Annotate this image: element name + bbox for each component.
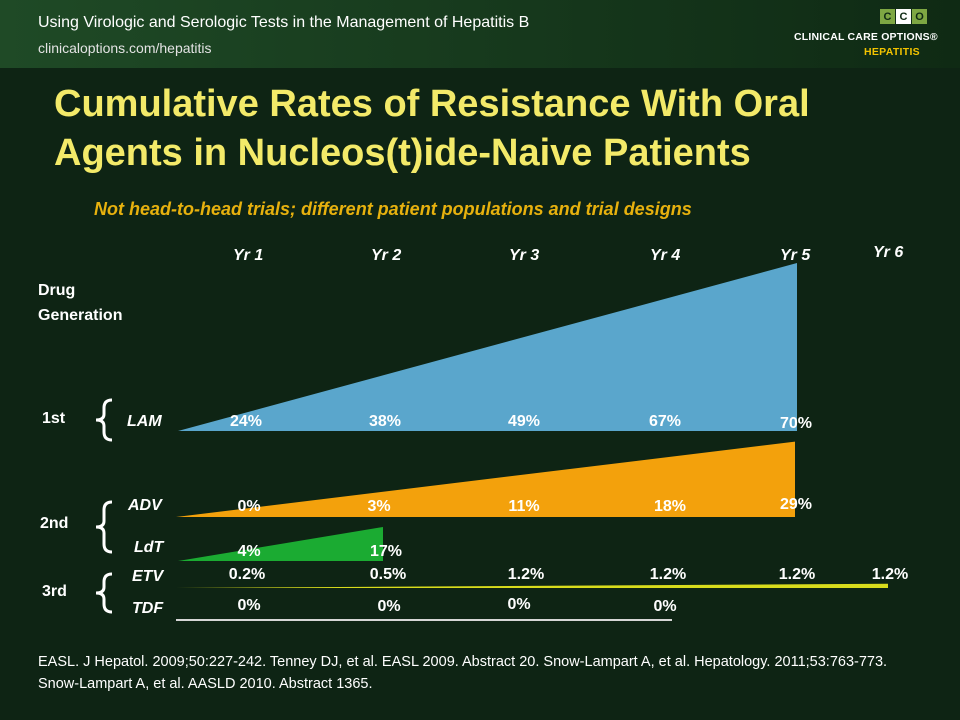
data-label-tdf: 0% [507,596,531,613]
series-area-lam [178,263,797,431]
logo-letter-1: C [880,9,895,24]
drug-label-ldt: LdT [134,539,164,556]
logo-letter-2: C [896,9,911,24]
footnote-references: EASL. J Hepatol. 2009;50:227-242. Tenney… [38,654,888,692]
generation-1st: 1st [42,410,66,427]
year-label: Yr 6 [873,244,904,261]
year-label: Yr 1 [233,247,264,264]
brace-1st [95,398,113,442]
drug-label-adv: ADV [128,497,162,514]
data-label-tdf: 0% [653,598,677,615]
data-label-adv: 0% [237,498,261,515]
generation-3rd: 3rd [42,583,67,600]
drug-generation-label: Generation [38,307,123,324]
slide-subtitle: Not head-to-head trials; different patie… [94,199,692,219]
data-label-etv: 0.5% [369,566,407,583]
data-label-etv: 1.2% [778,566,816,583]
year-label: Yr 4 [650,247,681,264]
year-label: Yr 2 [371,247,402,264]
data-label-lam: 38% [368,413,402,430]
data-label-ldt: 17% [369,543,403,560]
slide-title: Cumulative Rates of Resistance With Oral… [54,83,810,174]
series-area-ldt [178,527,383,561]
year-label: Yr 3 [509,247,540,264]
data-label-adv: 29% [779,496,813,513]
data-label-adv: 18% [653,498,687,515]
data-label-tdf: 0% [237,597,261,614]
logo-letter-3: O [912,9,927,24]
data-label-lam: 67% [648,413,682,430]
data-label-lam: 24% [229,413,263,430]
data-label-etv: 1.2% [507,566,545,583]
series-area-adv [176,441,795,517]
drug-label-etv: ETV [132,568,164,585]
data-label-adv: 11% [508,498,540,515]
brace-3rd [95,572,113,614]
data-label-lam: 49% [507,413,541,430]
data-label-tdf: 0% [377,598,401,615]
data-label-adv: 3% [367,498,391,515]
logo-text: CLINICAL CARE OPTIONS® [794,31,938,43]
header-bar: Using Virologic and Serologic Tests in t… [0,0,960,68]
generation-2nd: 2nd [40,515,69,532]
data-label-lam: 70% [779,415,813,432]
data-label-etv: 1.2% [649,566,687,583]
presentation-url[interactable]: clinicaloptions.com/hepatitis [38,40,212,56]
brace-2nd [95,500,113,554]
data-label-etv: 1.2% [871,566,909,583]
drug-generation-label: Drug [38,282,76,299]
presentation-title: Using Virologic and Serologic Tests in t… [38,14,530,31]
logo-subtext: HEPATITIS [864,46,920,58]
year-label: Yr 5 [780,247,811,264]
cco-logo-icon: C C O [880,9,927,25]
series-area-etv [176,583,888,588]
data-label-ldt: 4% [237,543,261,560]
drug-label-lam: LAM [127,413,162,430]
data-label-etv: 0.2% [228,566,266,583]
drug-label-tdf: TDF [132,600,164,617]
